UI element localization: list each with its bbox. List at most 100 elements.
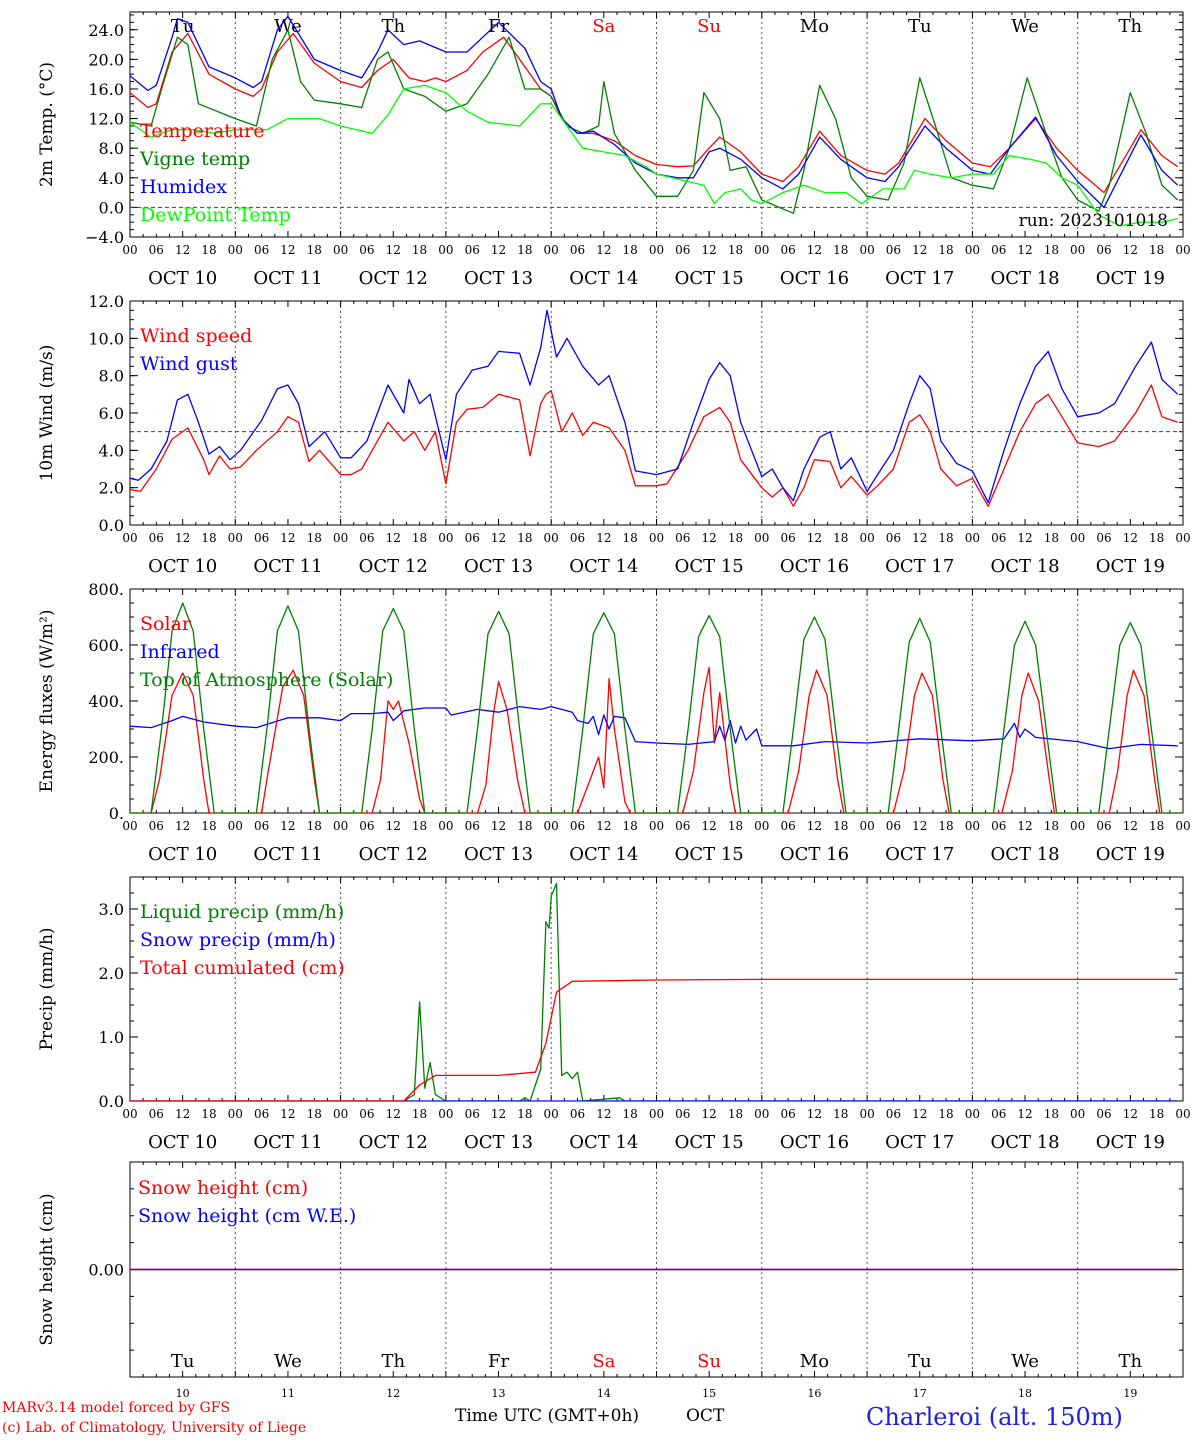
x-hour-label: 12 (596, 531, 611, 545)
x-hour-label: 00 (1070, 531, 1085, 545)
x-hour-label: 18 (833, 243, 848, 257)
legend-entry: Humidex (140, 176, 227, 198)
date-label: OCT 18 (990, 1132, 1059, 1153)
x-hour-label: 18 (307, 243, 322, 257)
date-label: OCT 13 (464, 1132, 533, 1153)
y-axis-label: Snow height (cm) (37, 1193, 57, 1345)
x-hour-label: 18 (1044, 1107, 1059, 1121)
date-label: OCT 14 (569, 844, 638, 865)
x-hour-label: 12 (175, 243, 190, 257)
x-hour-label: 00 (333, 531, 348, 545)
x-hour-label: 06 (254, 819, 269, 833)
weekday-label: Sa (592, 1351, 615, 1372)
legend-entry: Solar (140, 613, 192, 635)
x-hour-label: 06 (886, 243, 901, 257)
x-hour-label: 06 (570, 819, 585, 833)
y-tick-label: 400. (88, 692, 124, 711)
x-hour-label: 06 (1096, 243, 1111, 257)
series-top-of-atmosphere-solar (130, 602, 1178, 813)
x-hour-label: 12 (280, 531, 295, 545)
legend-entry: Vigne temp (139, 148, 250, 170)
y-tick-label: −4.0 (85, 228, 124, 247)
y-axis-label: 10m Wind (m/s) (37, 345, 57, 482)
legend-entry: Wind gust (140, 353, 238, 375)
x-hour-label: 18 (623, 531, 638, 545)
series-group (130, 602, 1178, 813)
x-hour-label: 00 (122, 531, 137, 545)
x-hour-label: 00 (649, 243, 664, 257)
y-tick-label: 0.0 (99, 1092, 124, 1111)
weekday-label: Su (697, 16, 721, 37)
run-label: run: 2023101018 (1019, 211, 1168, 231)
date-label: OCT 12 (359, 268, 428, 289)
x-hour-label: 12 (280, 819, 295, 833)
weekday-label: Sa (592, 16, 615, 37)
x-hour-label: 00 (544, 243, 559, 257)
date-label: OCT 12 (359, 844, 428, 865)
x-hour-label: 12 (1017, 531, 1032, 545)
date-label: OCT 19 (1096, 844, 1165, 865)
x-hour-label: 18 (1149, 1107, 1164, 1121)
x-hour-label: 06 (254, 1107, 269, 1121)
x-hour-label: 12 (175, 531, 190, 545)
model-credit: MARv3.14 model forced by GFS (2, 1400, 231, 1416)
y-tick-label: 20.0 (88, 50, 124, 69)
x-hour-label: 06 (1096, 819, 1111, 833)
station-name: Charleroi (alt. 150m) (866, 1403, 1123, 1431)
y-tick-label: 200. (88, 748, 124, 767)
x-hour-label: 06 (780, 819, 795, 833)
x-hour-label: 06 (991, 1107, 1006, 1121)
x-hour-label: 18 (1149, 531, 1164, 545)
day-number-label: 11 (281, 1387, 295, 1400)
x-hour-label: 06 (570, 531, 585, 545)
panel-5: 0.00 Snow height (cm) Tu We Th Fr Sa Su Mo Tu We Th… (37, 1161, 1184, 1400)
day-number-label: 10 (176, 1387, 190, 1400)
lab-credit: (c) Lab. of Climatology, University of L… (2, 1420, 307, 1436)
y-tick-label: 4.0 (99, 169, 124, 188)
y-tick-label: 1.0 (99, 1028, 124, 1047)
date-label: OCT 13 (464, 556, 533, 577)
x-hour-label: 12 (386, 819, 401, 833)
x-hour-label: 00 (859, 531, 874, 545)
x-hour-label: 12 (912, 1107, 927, 1121)
day-number-label: 13 (492, 1387, 506, 1400)
x-hour-label: 06 (991, 531, 1006, 545)
date-label: OCT 10 (148, 1132, 217, 1153)
day-number-label: 14 (597, 1387, 611, 1400)
x-hour-label: 00 (228, 531, 243, 545)
x-hour-label: 06 (675, 531, 690, 545)
x-hour-label: 00 (754, 1107, 769, 1121)
y-tick-label: 10.0 (88, 329, 124, 348)
weekday-label: Th (1119, 1351, 1143, 1372)
x-hour-label: 12 (596, 243, 611, 257)
y-tick-label: 12.0 (88, 292, 124, 311)
legend-entry: Liquid precip (mm/h) (140, 901, 344, 923)
x-hour-label: 12 (386, 243, 401, 257)
x-hour-label: 06 (675, 1107, 690, 1121)
time-axis-label: Time UTC (GMT+0h) (455, 1406, 640, 1426)
x-hour-label: 00 (754, 819, 769, 833)
y-tick-label: 800. (88, 580, 124, 599)
x-hour-label: 12 (1123, 819, 1138, 833)
series-group (130, 15, 1179, 227)
weekday-label: Fr (488, 1351, 509, 1372)
weekday-label: Su (697, 1351, 721, 1372)
x-hour-label: 12 (1123, 531, 1138, 545)
x-hour-label: 12 (491, 819, 506, 833)
x-hour-label: 00 (438, 819, 453, 833)
x-hour-label: 12 (807, 1107, 822, 1121)
legend-entry: Snow precip (mm/h) (140, 929, 336, 951)
y-tick-label: 8.0 (99, 139, 124, 158)
x-hour-label: 18 (623, 819, 638, 833)
x-hour-label: 18 (201, 243, 216, 257)
x-hour-label: 18 (517, 243, 532, 257)
date-label: OCT 11 (253, 844, 322, 865)
x-hour-label: 18 (833, 531, 848, 545)
day-number-label: 15 (702, 1387, 716, 1400)
x-hour-label: 00 (1070, 1107, 1085, 1121)
x-hour-label: 12 (912, 819, 927, 833)
x-hour-label: 06 (780, 1107, 795, 1121)
weekday-label: Tu (171, 1351, 195, 1372)
weekday-label: Fr (488, 16, 509, 37)
